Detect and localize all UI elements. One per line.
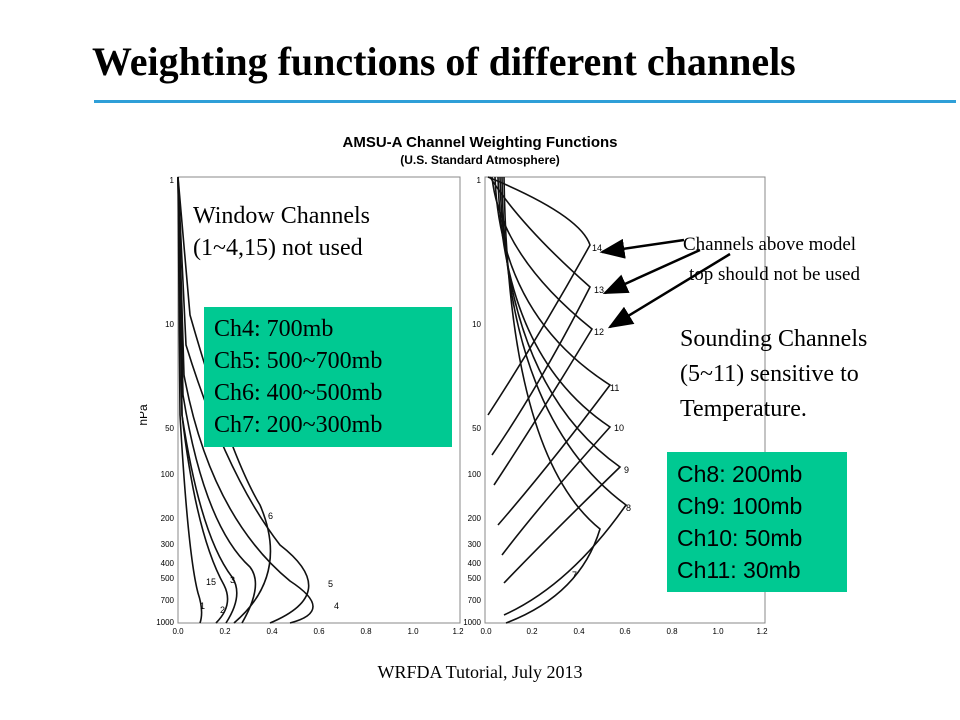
x-tick-label: 0.0 <box>172 627 184 636</box>
y-tick-label: 1000 <box>463 618 481 627</box>
title-rule <box>94 100 956 103</box>
note-line: Window Channels <box>193 203 371 229</box>
x-tick-label: 1.0 <box>712 627 724 636</box>
curve-ch4 <box>177 176 314 624</box>
note-line: Temperature. <box>680 396 807 422</box>
right-curve-label: 9 <box>624 465 629 475</box>
left-curve-label: 3 <box>230 575 235 585</box>
note-line: Channels above model <box>683 234 857 255</box>
left-curve-label: 4 <box>334 601 339 611</box>
box-line: Ch9: 100mb <box>677 493 803 519</box>
slide-footer: WRFDA Tutorial, July 2013 <box>377 662 583 682</box>
y-tick-label: 400 <box>161 559 175 568</box>
right-curve-label: 10 <box>614 423 624 433</box>
curve-ch11 <box>494 176 612 526</box>
curve-ch13 <box>489 176 591 456</box>
left-curve-labels: 1 2 3 4 5 6 15 <box>200 511 339 615</box>
box-line: Ch11: 30mb <box>677 557 801 583</box>
x-tick-label: 0.8 <box>360 627 372 636</box>
left-curve-label: 2 <box>220 605 225 615</box>
right-panel-curves <box>487 176 628 624</box>
curve-ch7 <box>503 176 601 624</box>
x-tick-label: 1.2 <box>756 627 768 636</box>
curve-ch1 <box>177 176 203 624</box>
x-tick-labels-left: 0.0 0.2 0.4 0.6 0.8 1.0 1.2 <box>172 627 464 636</box>
box-line: Ch7: 200~300mb <box>214 412 383 438</box>
left-panel-frame <box>177 176 461 624</box>
y-tick-label: 200 <box>161 514 175 523</box>
right-curve-label: 8 <box>626 503 631 513</box>
note-line: Sounding Channels <box>680 326 868 352</box>
note-line: (5~11) sensitive to <box>680 361 859 387</box>
y-tick-label: 700 <box>161 596 175 605</box>
slide-title: Weighting functions of different channel… <box>92 39 796 84</box>
left-curve-label: 15 <box>206 577 216 587</box>
y-tick-label: 10 <box>472 320 481 329</box>
x-tick-label: 0.8 <box>666 627 678 636</box>
x-tick-label: 0.0 <box>480 627 492 636</box>
y-tick-label: 1000 <box>156 618 174 627</box>
note-line: (1~4,15) not used <box>193 235 363 261</box>
right-curve-labels: 7 8 9 10 11 12 13 14 <box>572 243 631 580</box>
right-panel-frame <box>484 176 766 624</box>
box-line: Ch10: 50mb <box>677 525 803 551</box>
y-tick-labels-left: 1 10 50 100 200 300 400 500 700 1000 <box>156 176 174 627</box>
y-tick-label: 200 <box>468 514 482 523</box>
x-tick-label: 1.2 <box>452 627 464 636</box>
x-tick-label: 0.2 <box>526 627 538 636</box>
right-curve-label: 13 <box>594 285 604 295</box>
curve-ch15 <box>177 176 238 624</box>
curve-ch12 <box>491 176 594 486</box>
box-line: Ch6: 400~500mb <box>214 380 383 406</box>
x-tick-label: 0.4 <box>573 627 585 636</box>
curve-ch8 <box>501 176 628 616</box>
y-tick-label: 300 <box>161 540 175 549</box>
curve-ch2 <box>177 176 229 624</box>
y-tick-label: 1 <box>170 176 175 185</box>
y-tick-label: 50 <box>165 424 174 433</box>
y-tick-label: 1 <box>477 176 482 185</box>
y-tick-labels-right: 1 10 50 100 200 300 400 500 700 1000 <box>463 176 481 627</box>
y-tick-label: 500 <box>468 574 482 583</box>
left-curve-label: 5 <box>328 579 333 589</box>
y-tick-label: 400 <box>468 559 482 568</box>
y-tick-label: 300 <box>468 540 482 549</box>
y-tick-label: 700 <box>468 596 482 605</box>
right-curve-label: 11 <box>610 383 619 393</box>
x-tick-label: 0.2 <box>219 627 231 636</box>
left-curve-label: 6 <box>268 511 273 521</box>
right-curve-label: 12 <box>594 327 604 337</box>
right-curve-label: 7 <box>572 570 577 580</box>
x-tick-label: 0.6 <box>619 627 631 636</box>
y-tick-label: 100 <box>161 470 175 479</box>
x-tick-label: 0.6 <box>313 627 325 636</box>
box-line: Ch5: 500~700mb <box>214 348 383 374</box>
curve-ch10 <box>497 176 612 556</box>
above-model-top-note: Channels above model top should not be u… <box>683 230 860 290</box>
figure-subtitle: (U.S. Standard Atmosphere) <box>400 153 560 167</box>
y-axis-label: hPa <box>140 404 150 426</box>
y-tick-label: 100 <box>468 470 482 479</box>
right-curve-label: 14 <box>592 243 602 253</box>
curve-ch14 <box>487 176 591 416</box>
x-tick-label: 0.4 <box>266 627 278 636</box>
y-tick-label: 500 <box>161 574 175 583</box>
left-curve-label: 1 <box>200 601 205 611</box>
right-channel-pressure-box: Ch8: 200mb Ch9: 100mb Ch10: 50mb Ch11: 3… <box>667 452 847 592</box>
x-tick-label: 1.0 <box>407 627 419 636</box>
note-line: top should not be used <box>689 264 860 285</box>
curve-ch3 <box>177 176 257 624</box>
sounding-channels-note: Sounding Channels (5~11) sensitive to Te… <box>680 322 867 427</box>
x-tick-labels-right: 0.0 0.2 0.4 0.6 0.8 1.0 1.2 <box>480 627 768 636</box>
y-tick-label: 10 <box>165 320 174 329</box>
figure-title: AMSU-A Channel Weighting Functions <box>343 134 618 151</box>
right-panel: 7 8 9 10 11 12 13 14 <box>484 176 766 624</box>
window-channels-note: Window Channels (1~4,15) not used <box>193 200 370 264</box>
y-tick-label: 50 <box>472 424 481 433</box>
box-line: Ch4: 700mb <box>214 316 334 342</box>
box-line: Ch8: 200mb <box>677 461 803 487</box>
left-channel-pressure-box: Ch4: 700mb Ch5: 500~700mb Ch6: 400~500mb… <box>204 307 452 447</box>
